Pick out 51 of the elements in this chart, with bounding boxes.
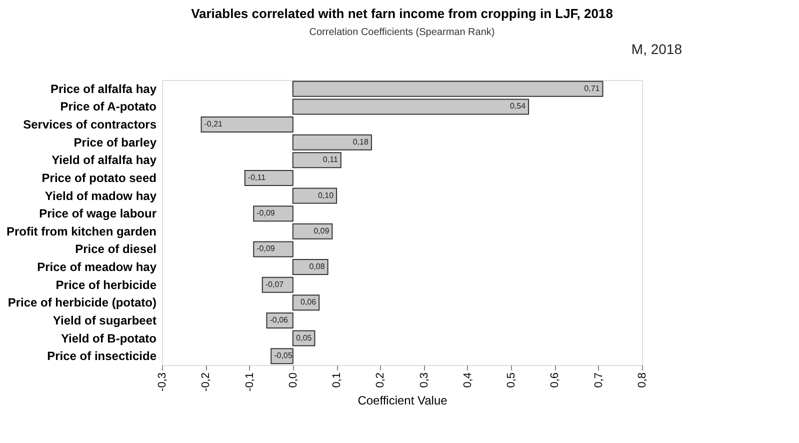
data-label: 0,05: [296, 333, 312, 342]
data-label: -0,06: [270, 315, 289, 324]
y-tick-label: Profit from kitchen garden: [6, 224, 156, 238]
x-axis-title: Coefficient Value: [358, 393, 448, 408]
data-label: -0,05: [274, 351, 293, 360]
x-tick-label: 0,5: [506, 372, 518, 388]
data-label: 0,08: [309, 262, 326, 272]
x-tick-label: 0,2: [374, 372, 387, 388]
y-tick-label: Price of wage labour: [39, 206, 157, 221]
x-tick-label: 0,7: [592, 372, 605, 388]
text: M, 2018: [631, 41, 682, 57]
y-tick-label: Price of barley: [74, 135, 157, 150]
x-tick-label: -0,2: [200, 372, 212, 392]
y-tick-label: Price of A-potato: [60, 100, 156, 114]
y-tick-label: Yield of alfalfa hay: [52, 153, 157, 168]
y-tick-label: Yield of madow hay: [44, 188, 157, 203]
data-label: 0,09: [314, 226, 330, 236]
chart-subtitle: Correlation Coefficients (Spearman Rank): [309, 27, 495, 38]
y-tick-label: Services of contractors: [23, 118, 157, 132]
data-label: -0,09: [256, 208, 276, 218]
y-tick-label: Price of insecticide: [47, 349, 157, 364]
x-tick-label: -0,1: [244, 372, 256, 392]
bar: [292, 259, 328, 276]
data-label: -0,07: [265, 280, 284, 289]
bar: [244, 170, 294, 186]
data-label: -0,21: [204, 120, 224, 129]
y-tick-label: Yield of B-potato: [60, 331, 156, 346]
x-tick-label: 0,4: [462, 372, 474, 388]
data-label: 0,10: [318, 190, 334, 200]
x-tick-label: -0,3: [156, 372, 168, 392]
y-tick-label: Price of alfalfa hay: [50, 82, 157, 96]
x-tick-label: 0,0: [287, 372, 300, 388]
x-tick-label: 0,6: [549, 372, 562, 388]
data-label: -0,09: [256, 244, 276, 254]
x-tick-label: 0,8: [636, 372, 648, 388]
chart-title: Variables correlated with net farn income from cropping in LJF, 2018: [191, 6, 613, 21]
x-tick-label: 0,1: [331, 372, 344, 388]
data-label: 0,11: [322, 155, 338, 164]
data-label: -0,11: [248, 172, 266, 182]
data-label: 0,18: [352, 137, 369, 146]
data-label: 0,54: [510, 102, 526, 111]
y-tick-label: Price of herbicide (potato): [8, 296, 156, 310]
x-tick-label: 0,3: [418, 372, 430, 388]
data-label: 0,71: [584, 84, 600, 93]
y-tick-label: Price of herbicide: [56, 278, 157, 292]
y-tick-label: Yield of sugarbeet: [52, 313, 156, 328]
y-tick-label: Price of meadow hay: [37, 260, 157, 274]
data-label: 0,06: [300, 298, 317, 307]
bar: [200, 116, 294, 133]
y-tick-label: Price of diesel: [75, 242, 156, 256]
y-tick-label: Price of potato seed: [42, 170, 156, 185]
